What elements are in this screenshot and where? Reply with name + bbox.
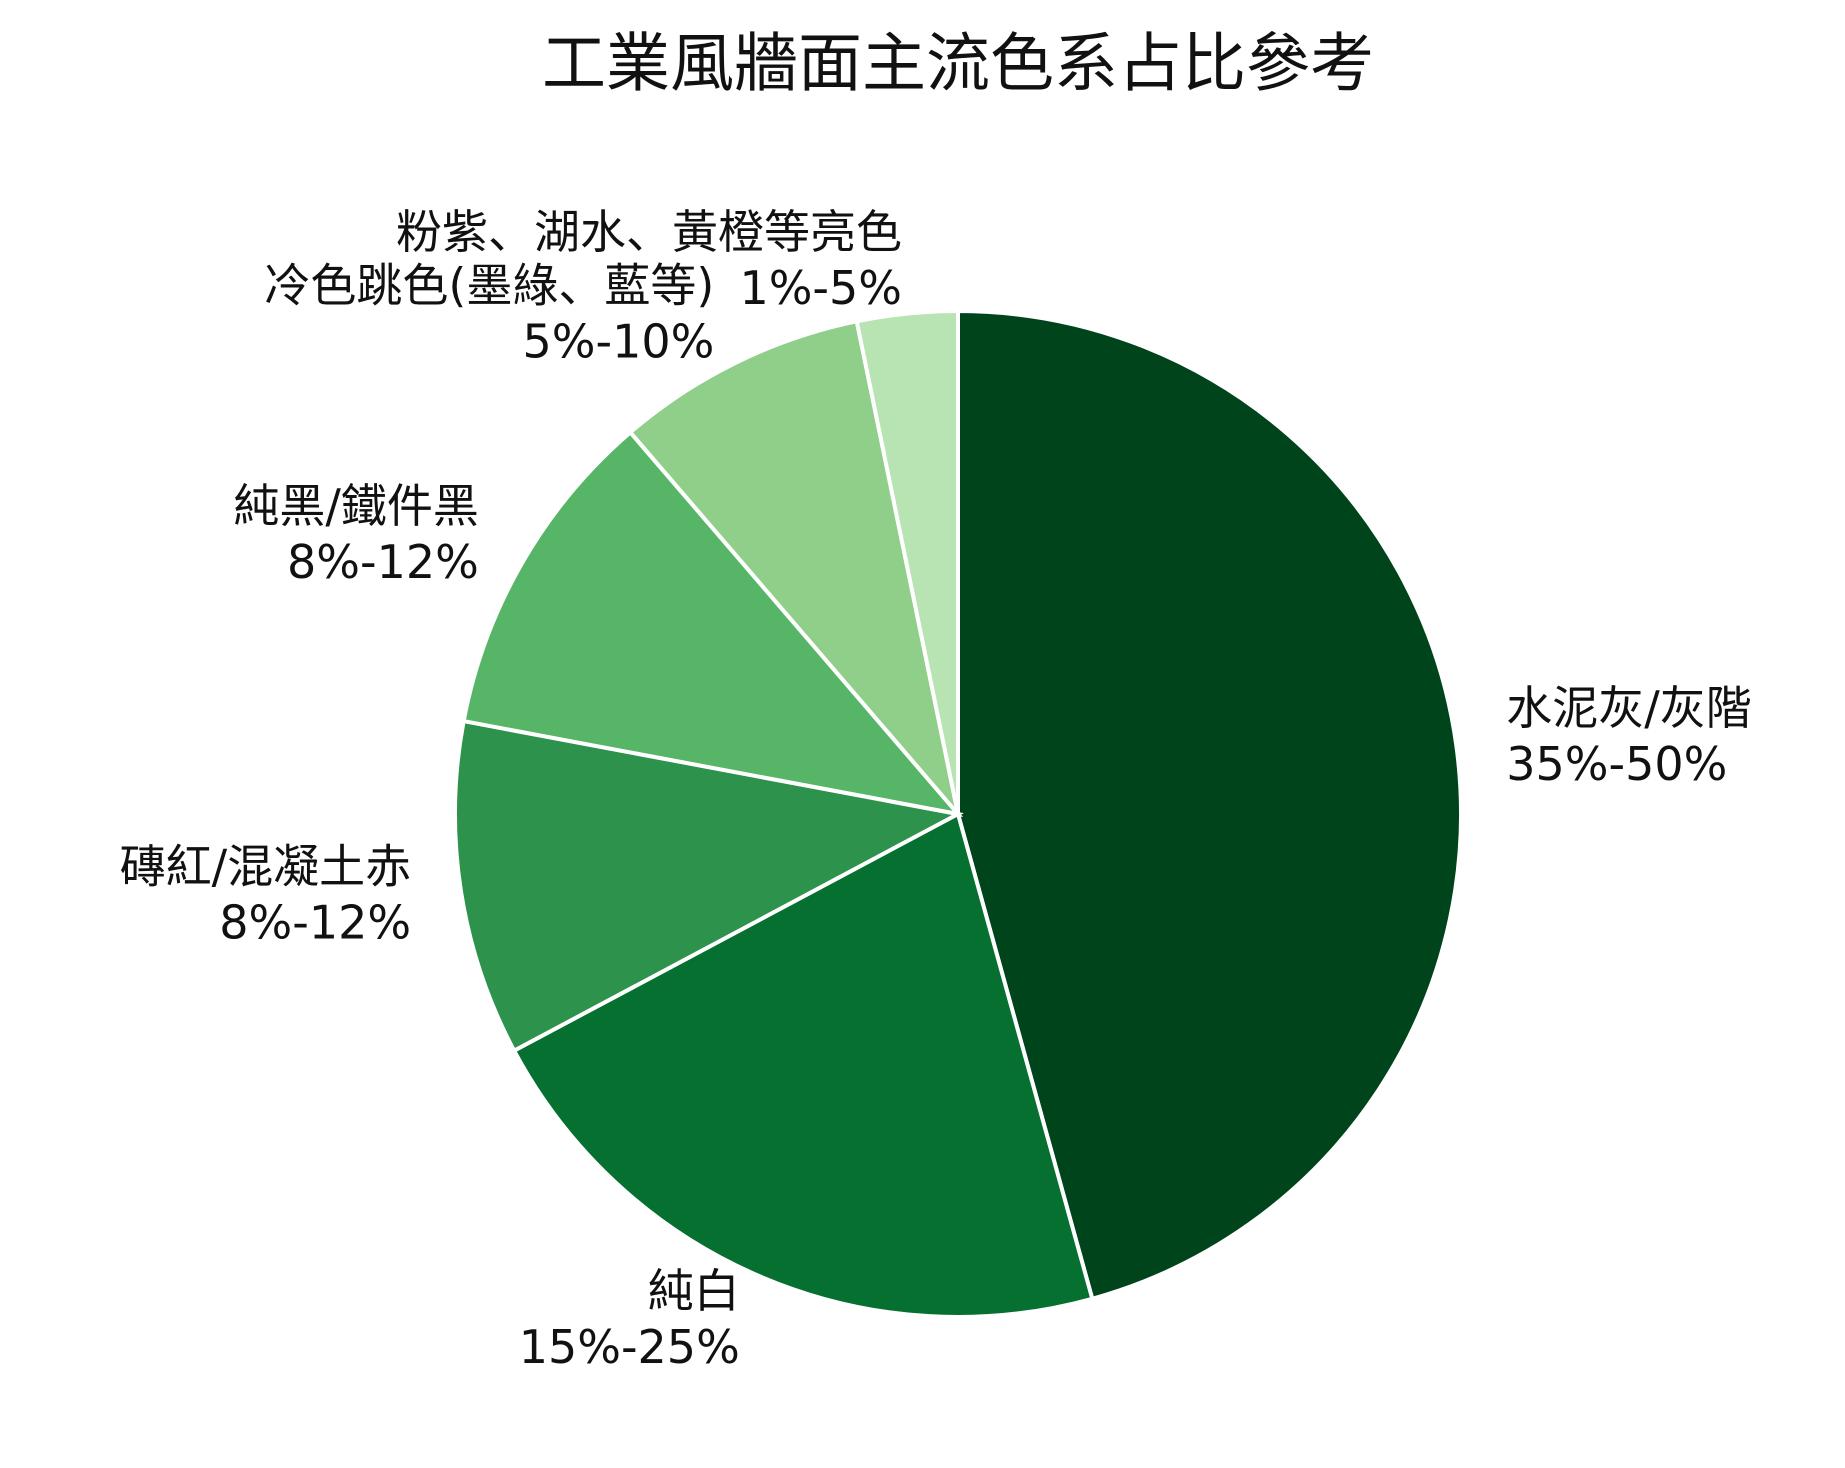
slice-label: 純黑/鐵件黑 [233,479,479,533]
slice-label: 純白 [648,1264,740,1318]
chart-title: 工業風牆面主流色系占比參考 [542,28,1374,102]
slice-value-label: 8%-12% [287,535,479,589]
pie-slice [461,429,964,818]
slice-label: 冷色跳色(墨綠、藍等) [264,259,714,313]
slice-value-label: 8%-12% [219,895,411,949]
slice-label: 粉紫、湖水、黃橙等亮色 [396,205,902,259]
slice-label: 磚紅/混凝土赤 [120,839,412,893]
pie-slice [511,811,1095,1319]
slice-value-label: 5%-10% [523,315,715,369]
pie-slice [956,308,1463,1302]
slice-label: 水泥灰/灰階 [1506,681,1752,735]
slice-value-label: 15%-25% [519,1320,740,1374]
slice-value-label: 1%-5% [739,261,902,315]
slice-value-label: 35%-50% [1506,737,1727,791]
pie-slice [854,308,960,815]
pie-slice [453,718,964,1054]
pie-slice [627,318,962,822]
